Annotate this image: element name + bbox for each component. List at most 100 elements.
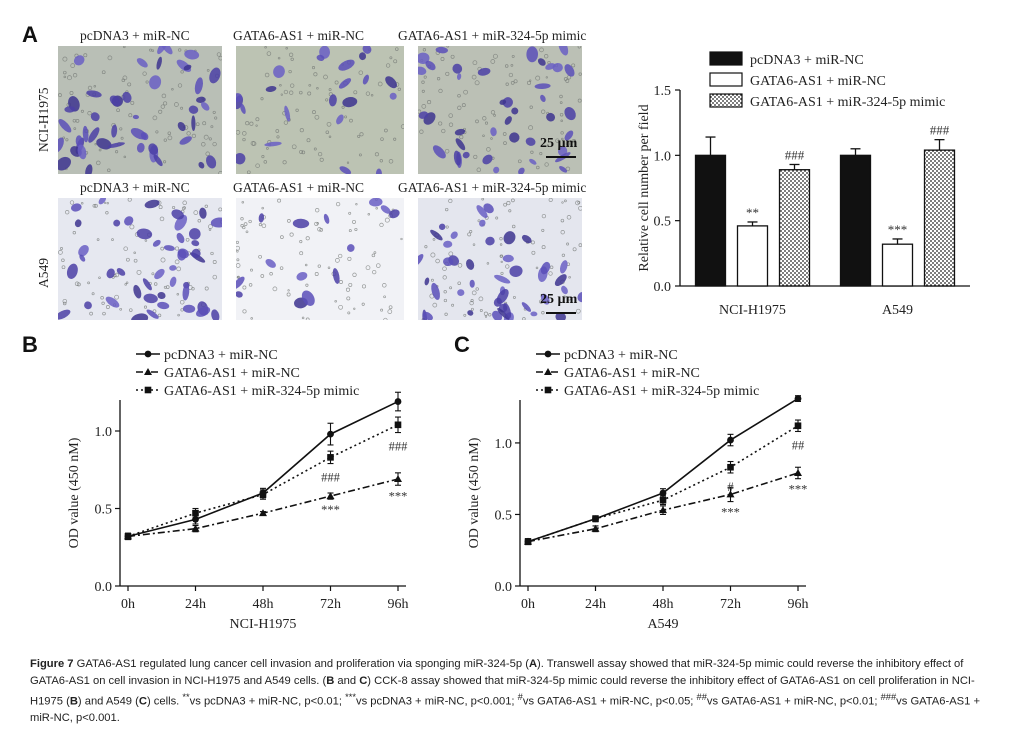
membrane-pore	[70, 63, 76, 68]
membrane-pore	[508, 209, 512, 213]
y-axis-label: Relative cell number per field	[637, 104, 652, 271]
membrane-pore	[486, 262, 490, 265]
membrane-pore	[280, 235, 284, 239]
invaded-cell	[132, 114, 139, 120]
membrane-pore	[107, 168, 111, 173]
membrane-pore	[548, 271, 553, 276]
invaded-cell	[154, 268, 165, 280]
membrane-pore	[313, 72, 318, 77]
data-point	[394, 475, 402, 483]
membrane-pore	[503, 141, 507, 145]
membrane-pore	[357, 134, 361, 138]
membrane-pore	[155, 130, 159, 134]
membrane-pore	[283, 120, 289, 125]
membrane-pore	[325, 98, 329, 102]
invaded-cell	[105, 296, 120, 308]
invaded-cell	[236, 291, 243, 298]
membrane-pore	[510, 64, 514, 67]
membrane-pore	[123, 155, 127, 159]
membrane-pore	[317, 151, 323, 157]
membrane-pore	[541, 109, 546, 114]
micrograph-a549-mimic	[418, 198, 582, 320]
membrane-pore	[571, 139, 576, 144]
invaded-cell	[450, 231, 458, 239]
membrane-pore	[541, 245, 546, 250]
membrane-pore	[125, 281, 129, 284]
membrane-pore	[335, 201, 341, 207]
membrane-pore	[528, 125, 534, 131]
invaded-cell	[529, 158, 537, 165]
invaded-cell	[540, 293, 550, 305]
membrane-pore	[575, 308, 581, 314]
membrane-pore	[442, 266, 447, 271]
data-point	[192, 509, 199, 517]
membrane-pore	[327, 266, 331, 269]
membrane-pore	[379, 159, 383, 163]
membrane-pore	[240, 217, 244, 221]
invaded-cell	[169, 276, 177, 287]
membrane-pore	[565, 141, 571, 146]
caption-title: Figure 7	[30, 658, 74, 670]
significance-label: ###	[930, 123, 950, 138]
invaded-cell	[265, 258, 276, 268]
membrane-pore	[299, 149, 304, 154]
membrane-pore	[349, 118, 353, 123]
membrane-pore	[335, 258, 340, 263]
membrane-pore	[535, 266, 539, 270]
membrane-pore	[577, 98, 582, 103]
membrane-pore	[174, 246, 180, 251]
legend-label: pcDNA3 + miR-NC	[164, 348, 278, 363]
data-point	[394, 398, 402, 405]
invaded-cell	[439, 223, 446, 230]
membrane-pore	[353, 90, 358, 95]
membrane-pore	[304, 263, 308, 267]
membrane-pore	[430, 252, 436, 258]
membrane-pore	[255, 163, 260, 168]
membrane-pore	[261, 155, 265, 159]
invaded-cell	[292, 218, 310, 229]
membrane-pore	[266, 51, 272, 56]
membrane-pore	[483, 311, 488, 316]
membrane-pore	[248, 283, 253, 287]
membrane-pore	[171, 88, 174, 91]
membrane-pore	[305, 283, 309, 287]
invaded-cell	[564, 64, 575, 77]
invaded-cell	[493, 297, 502, 307]
membrane-pore	[98, 276, 101, 279]
membrane-pore	[295, 108, 299, 112]
invaded-cell	[169, 265, 177, 271]
invaded-cell	[509, 132, 520, 143]
membrane-pore	[313, 147, 317, 151]
membrane-pore	[240, 224, 244, 228]
membrane-pore	[193, 210, 199, 215]
invaded-cell	[430, 229, 443, 241]
invaded-cell	[328, 94, 337, 107]
membrane-pore	[202, 121, 207, 126]
membrane-pore	[355, 203, 358, 206]
membrane-pore	[529, 105, 533, 109]
caption-ref: B	[69, 695, 78, 708]
membrane-pore	[432, 238, 436, 241]
membrane-pore	[106, 202, 109, 205]
membrane-pore	[347, 311, 351, 315]
membrane-pore	[160, 104, 165, 109]
invaded-cell	[511, 107, 519, 115]
membrane-pore	[500, 271, 504, 275]
invaded-cell	[148, 143, 159, 155]
invaded-cell	[142, 278, 152, 291]
membrane-pore	[370, 94, 374, 97]
membrane-pore	[101, 70, 106, 75]
membrane-pore	[334, 80, 339, 85]
membrane-pore	[136, 269, 142, 275]
membrane-pore	[280, 93, 283, 96]
invaded-cell	[183, 64, 192, 71]
data-point	[727, 463, 734, 471]
membrane-pore	[531, 250, 536, 255]
y-axis-label: OD value (450 nM)	[67, 437, 82, 548]
col-label-1-row2: pcDNA3 + miR-NC	[80, 180, 190, 195]
y-tick-label: 0.5	[654, 215, 672, 230]
caption-sup: ##	[696, 692, 707, 702]
invaded-cell	[188, 105, 199, 114]
membrane-pore	[560, 131, 564, 135]
x-tick-label: 72h	[720, 597, 741, 612]
